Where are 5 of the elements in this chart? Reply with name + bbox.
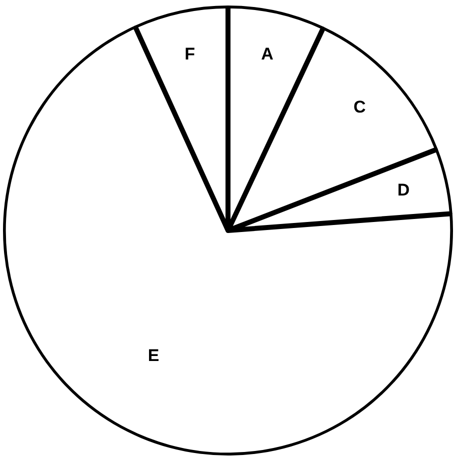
slice-label: F (184, 44, 196, 64)
slice-label: A (261, 44, 274, 64)
slice-label: D (397, 180, 410, 200)
slice-label: E (148, 346, 160, 366)
slice-label: C (353, 97, 366, 116)
